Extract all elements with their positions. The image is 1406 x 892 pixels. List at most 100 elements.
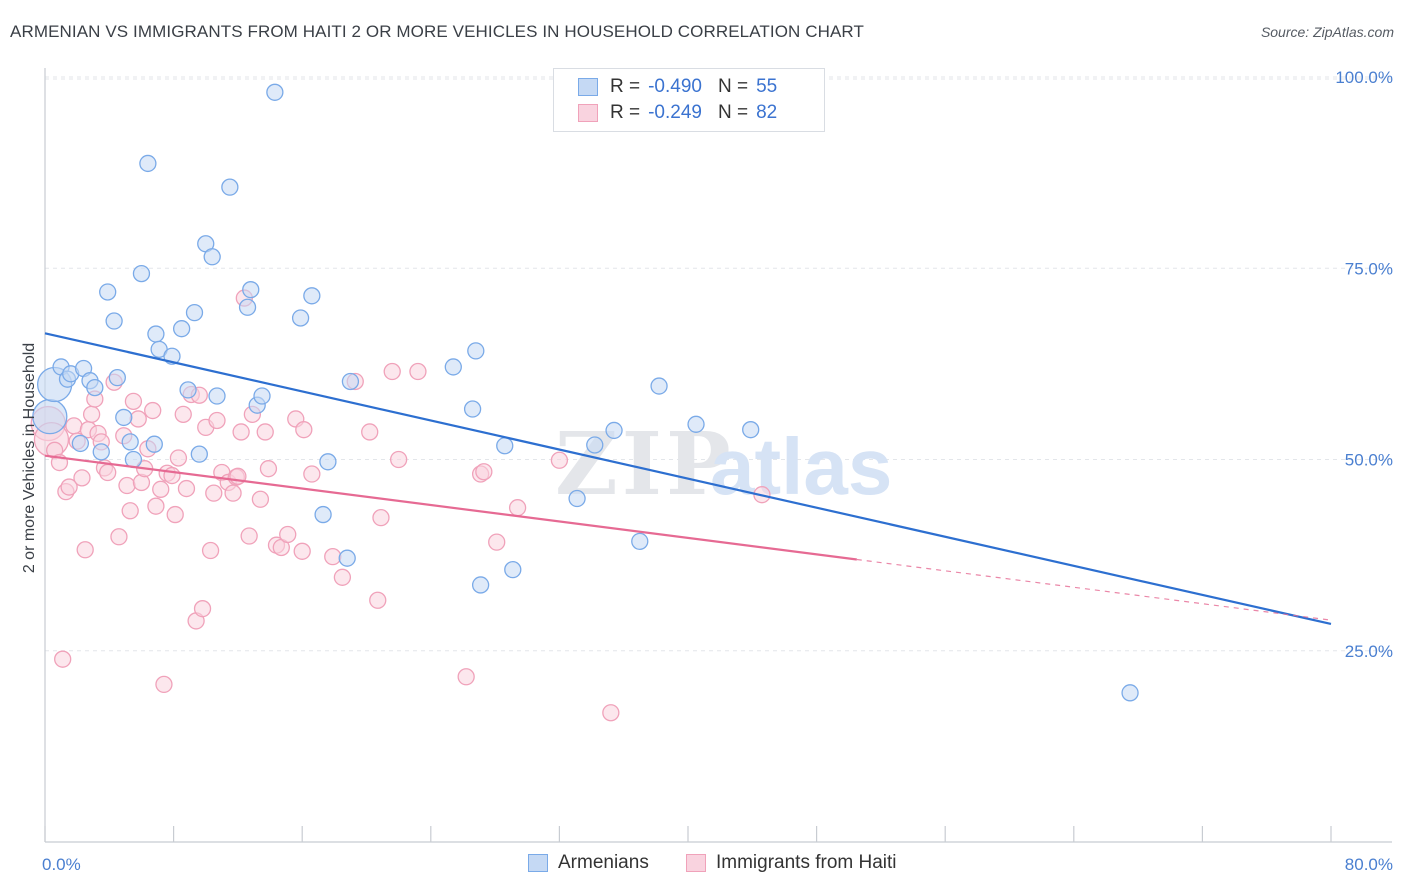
point-haiti (279, 525, 297, 544)
point-armenians (631, 532, 649, 551)
legend-r-label: R = (610, 102, 641, 123)
gridlines (45, 76, 1392, 652)
point-haiti (147, 497, 165, 515)
point-haiti (99, 463, 117, 482)
legend-swatch-armenians (528, 854, 548, 872)
point-haiti (208, 411, 226, 430)
point-armenians (467, 342, 485, 360)
point-haiti (224, 484, 242, 502)
point-haiti (174, 405, 192, 424)
trendline-haiti (44, 454, 857, 561)
legend-row-haiti: R = -0.249 N = 82 (578, 101, 777, 125)
point-haiti (124, 392, 143, 411)
point-armenians (303, 287, 321, 305)
watermark-atlas: atlas (710, 422, 892, 511)
point-haiti (550, 451, 569, 469)
point-haiti (372, 508, 390, 527)
legend-item-armenians[interactable]: Armenians (528, 852, 649, 874)
point-armenians (203, 248, 221, 266)
point-haiti (295, 421, 313, 439)
point-armenians (1121, 684, 1139, 702)
point-haiti (389, 450, 408, 469)
watermark: ZIP atlas (555, 414, 892, 515)
point-haiti (409, 362, 427, 381)
point-armenians (687, 415, 705, 433)
point-armenians (185, 303, 204, 322)
point-haiti (240, 527, 258, 545)
point-haiti (475, 463, 493, 481)
legend-r-label: R = (610, 76, 641, 97)
point-haiti (110, 528, 128, 546)
legend-row-armenians: R = -0.490 N = 55 (578, 75, 777, 99)
point-haiti (177, 479, 196, 498)
point-armenians (208, 387, 226, 405)
point-armenians (341, 372, 360, 391)
point-armenians (605, 421, 623, 440)
legend-n-value: 55 (756, 76, 778, 97)
x-tick-label: 0.0% (42, 855, 81, 874)
point-haiti (166, 505, 184, 524)
legend-n-label: N = (717, 76, 749, 97)
point-haiti (333, 568, 352, 586)
point-haiti (369, 591, 387, 609)
tick-labels: 100.0% 75.0% 50.0% 25.0% 0.0% 80.0% (42, 68, 1393, 874)
point-armenians (314, 505, 332, 524)
legend-n-label: N = (717, 102, 749, 123)
point-haiti (118, 476, 136, 495)
x-tick-label: 80.0% (1345, 855, 1393, 874)
point-armenians (71, 434, 90, 453)
point-haiti (488, 533, 506, 551)
point-haiti (602, 704, 620, 722)
point-haiti (205, 484, 223, 502)
point-haiti (73, 469, 91, 487)
point-armenians (291, 309, 310, 327)
point-haiti (251, 490, 270, 508)
legend-n-value: 82 (756, 102, 778, 123)
point-armenians (319, 453, 337, 471)
point-armenians (586, 436, 604, 454)
point-armenians (221, 178, 239, 196)
trend-lines (44, 332, 1332, 626)
point-haiti (82, 405, 101, 424)
legend-swatch-haiti (686, 854, 706, 872)
point-haiti (169, 449, 188, 467)
point-armenians (463, 400, 482, 418)
point-armenians (496, 437, 514, 455)
point-haiti (155, 675, 173, 694)
point-armenians (179, 381, 197, 399)
point-armenians (86, 378, 104, 397)
point-armenians (105, 312, 123, 330)
point-armenians (504, 561, 522, 579)
point-armenians (190, 445, 208, 463)
point-armenians (115, 408, 133, 427)
point-haiti (303, 465, 321, 483)
point-haiti (259, 460, 278, 478)
point-armenians (242, 281, 260, 299)
data-points (30, 83, 1139, 722)
point-armenians (338, 549, 356, 567)
legend-item-haiti[interactable]: Immigrants from Haiti (686, 852, 897, 874)
legend-swatch-haiti (578, 104, 598, 122)
legend-label-haiti: Immigrants from Haiti (716, 852, 897, 873)
point-haiti (65, 417, 83, 435)
point-armenians (99, 283, 117, 301)
point-armenians (650, 377, 668, 395)
point-armenians (147, 325, 165, 343)
point-haiti (256, 423, 274, 441)
point-haiti (293, 542, 311, 560)
point-armenians (124, 450, 143, 469)
point-armenians (568, 489, 586, 508)
legend-r-value: -0.249 (648, 102, 702, 123)
point-armenians (266, 83, 284, 101)
legend-swatch-armenians (578, 78, 598, 96)
point-armenians (238, 298, 257, 316)
point-armenians (172, 320, 191, 338)
point-armenians (145, 435, 163, 453)
point-armenians (253, 387, 271, 405)
point-haiti (129, 410, 147, 428)
trendline-armenians (44, 332, 1332, 626)
point-haiti (508, 499, 527, 517)
point-haiti (60, 478, 78, 496)
chart-source: Source: ZipAtlas.com (1260, 24, 1394, 40)
